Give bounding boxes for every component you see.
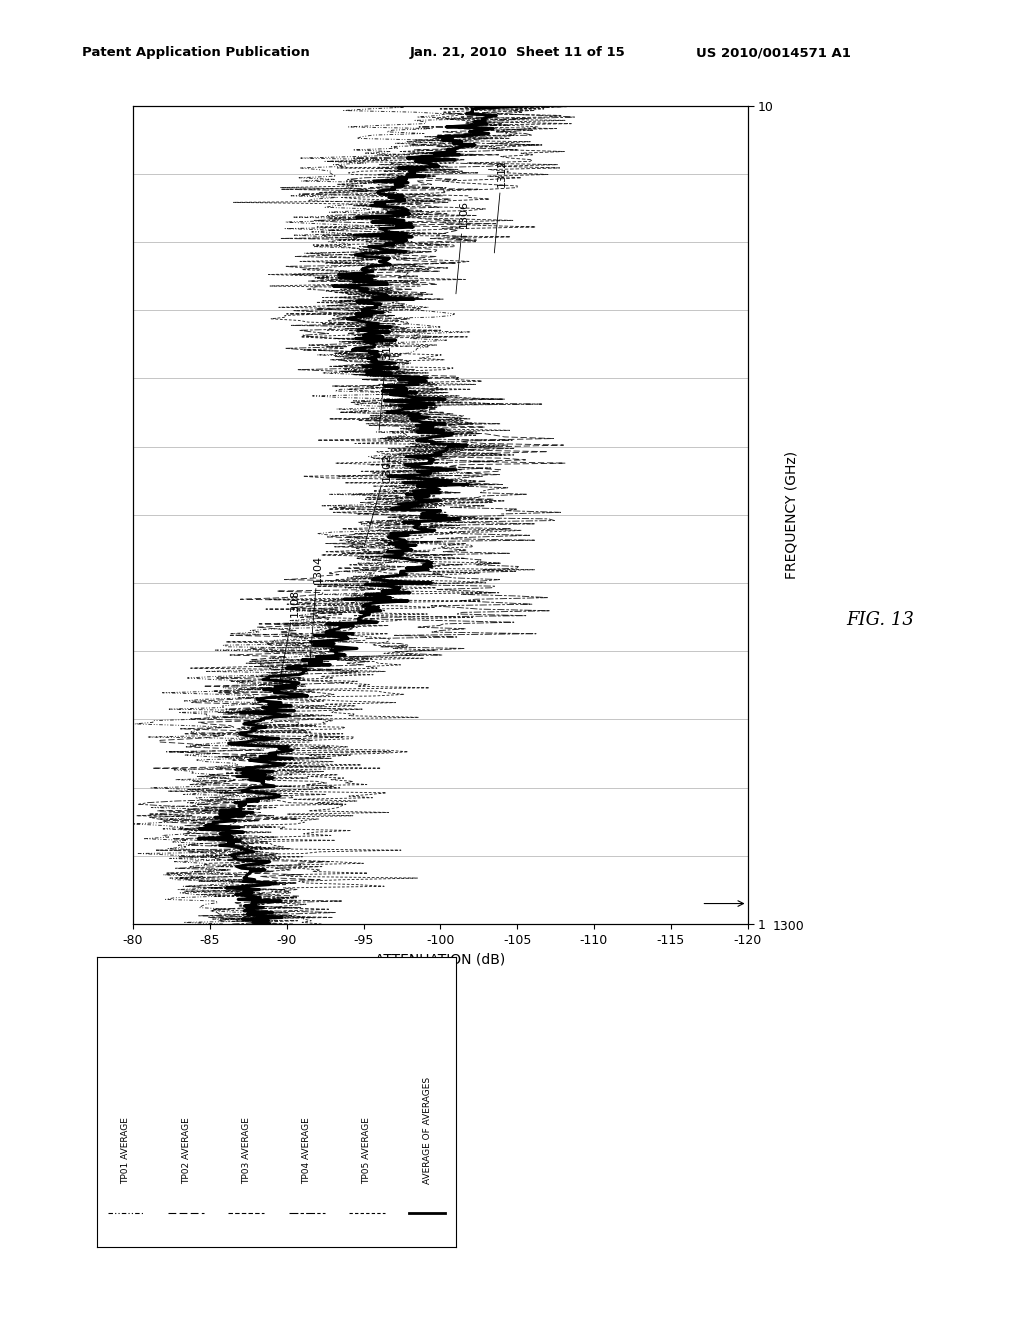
- Text: US 2010/0014571 A1: US 2010/0014571 A1: [696, 46, 851, 59]
- Text: Patent Application Publication: Patent Application Publication: [82, 46, 309, 59]
- Text: TP02 AVERAGE: TP02 AVERAGE: [181, 1117, 190, 1184]
- Text: TP05 AVERAGE: TP05 AVERAGE: [362, 1117, 372, 1184]
- Text: 1310: 1310: [379, 337, 391, 430]
- X-axis label: ATTENUATION (dB): ATTENUATION (dB): [375, 952, 506, 966]
- Y-axis label: FREQUENCY (GHz): FREQUENCY (GHz): [785, 450, 799, 579]
- Text: 1302: 1302: [365, 453, 391, 546]
- Text: AVERAGE OF AVERAGES: AVERAGE OF AVERAGES: [423, 1076, 431, 1184]
- Text: 1304: 1304: [310, 554, 323, 663]
- Text: 1308: 1308: [280, 589, 299, 682]
- Text: TP01 AVERAGE: TP01 AVERAGE: [122, 1117, 130, 1184]
- Text: Jan. 21, 2010  Sheet 11 of 15: Jan. 21, 2010 Sheet 11 of 15: [410, 46, 626, 59]
- Text: 1300: 1300: [773, 920, 805, 933]
- Text: TP03 AVERAGE: TP03 AVERAGE: [242, 1117, 251, 1184]
- Text: TP04 AVERAGE: TP04 AVERAGE: [302, 1117, 311, 1184]
- Text: 1306: 1306: [456, 201, 468, 294]
- Text: 1312: 1312: [495, 160, 507, 253]
- Text: FIG. 13: FIG. 13: [847, 611, 914, 630]
